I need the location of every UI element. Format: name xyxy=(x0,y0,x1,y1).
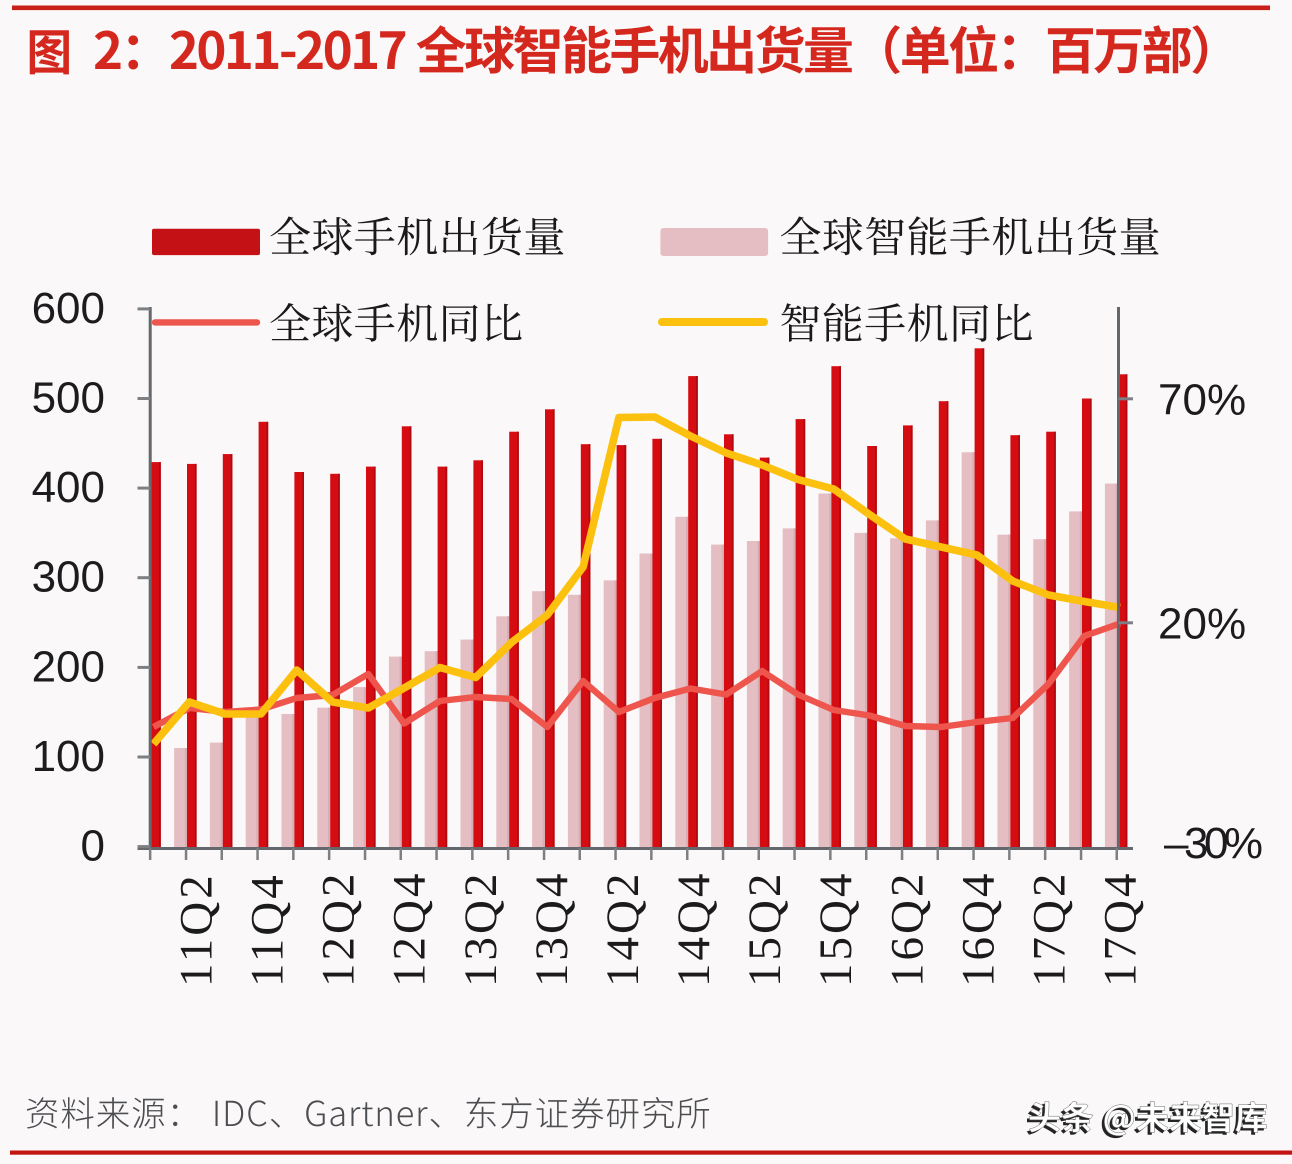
svg-text:16Q2: 16Q2 xyxy=(881,871,933,987)
svg-text:15Q2: 15Q2 xyxy=(739,871,791,987)
svg-text:17Q2: 17Q2 xyxy=(1024,871,1076,987)
svg-text:17Q4: 17Q4 xyxy=(1095,871,1147,987)
svg-text:12Q2: 12Q2 xyxy=(313,871,365,987)
svg-text:400: 400 xyxy=(32,463,105,512)
svg-text:600: 600 xyxy=(32,284,105,333)
svg-text:14Q2: 14Q2 xyxy=(597,871,649,987)
svg-text:13Q4: 13Q4 xyxy=(526,871,578,987)
svg-text:200: 200 xyxy=(32,642,105,691)
svg-text:12Q4: 12Q4 xyxy=(384,871,436,987)
svg-text:15Q4: 15Q4 xyxy=(810,871,862,987)
svg-text:14Q4: 14Q4 xyxy=(668,871,720,987)
svg-text:20%: 20% xyxy=(1158,599,1246,648)
svg-text:11Q2: 11Q2 xyxy=(171,872,223,987)
svg-text:500: 500 xyxy=(32,374,105,423)
svg-text:300: 300 xyxy=(32,553,105,602)
svg-text:13Q2: 13Q2 xyxy=(455,871,507,987)
svg-text:100: 100 xyxy=(32,732,105,781)
svg-text:70%: 70% xyxy=(1158,375,1246,424)
svg-text:–30%: –30% xyxy=(1164,819,1262,868)
svg-text:11Q4: 11Q4 xyxy=(242,872,294,987)
svg-text:16Q4: 16Q4 xyxy=(952,871,1004,987)
svg-text:0: 0 xyxy=(81,822,105,871)
